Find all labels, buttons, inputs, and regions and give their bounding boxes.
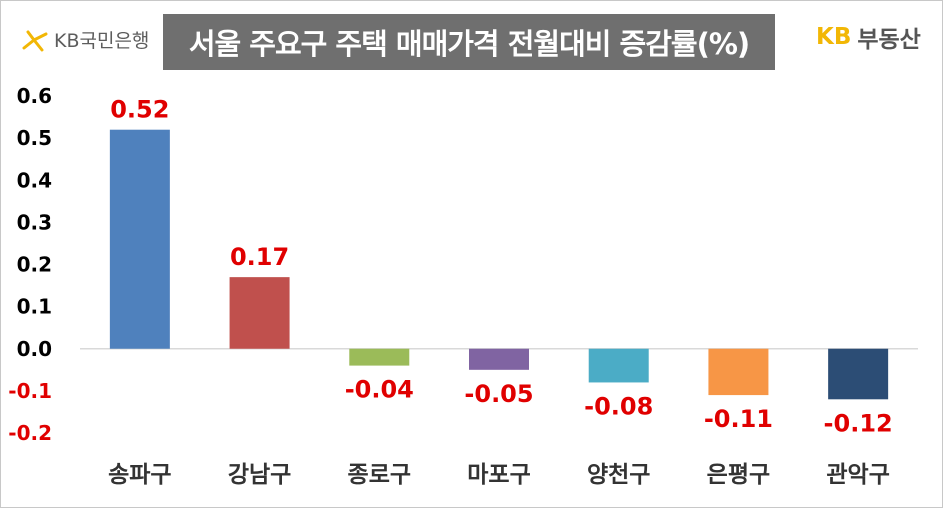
- y-tick-label: 0.0: [17, 337, 52, 361]
- y-tick-label: -0.1: [8, 379, 52, 403]
- y-tick-label: 0.6: [17, 84, 52, 108]
- y-tick-label: 0.4: [17, 168, 52, 192]
- bar: [349, 348, 410, 366]
- x-category-label: 송파구: [108, 462, 171, 488]
- bar-value-label: -0.08: [584, 392, 653, 420]
- x-category-label: 종로구: [348, 462, 411, 488]
- bar: [588, 348, 649, 383]
- kb-realty-logo: KB 부동산: [816, 20, 921, 54]
- bar-value-label: -0.05: [464, 380, 533, 408]
- y-tick-label: 0.1: [17, 295, 52, 319]
- bar-value-label: -0.12: [824, 409, 893, 437]
- chart-title: 서울 주요구 주택 매매가격 전월대비 증감률(%): [163, 14, 775, 70]
- x-category-label: 강남구: [228, 462, 291, 488]
- bar: [229, 277, 290, 349]
- kb-bank-logo-text: KB국민은행: [54, 30, 150, 52]
- bar: [469, 348, 529, 370]
- bar-value-label: 0.17: [230, 243, 289, 271]
- x-category-label: 마포구: [467, 462, 530, 488]
- x-category-label: 은평구: [707, 462, 770, 488]
- bar: [828, 348, 889, 400]
- kb-star-icon: [22, 30, 48, 51]
- bar: [708, 348, 769, 396]
- y-tick-label: -0.2: [8, 421, 52, 445]
- kb-bank-logo: KB국민은행: [20, 26, 149, 53]
- bar-value-label: 0.52: [110, 96, 169, 124]
- bar-value-label: -0.11: [704, 405, 773, 433]
- x-category-label: 관악구: [826, 462, 889, 488]
- kb-realty-logo-kb: KB: [816, 24, 852, 50]
- kb-realty-logo-text: 부동산: [857, 27, 921, 53]
- bar: [109, 129, 170, 349]
- y-tick-label: 0.3: [17, 210, 52, 234]
- y-tick-label: 0.5: [17, 126, 52, 150]
- bar-value-label: -0.04: [345, 376, 414, 404]
- x-category-label: 양천구: [587, 462, 650, 488]
- y-tick-label: 0.2: [17, 253, 52, 277]
